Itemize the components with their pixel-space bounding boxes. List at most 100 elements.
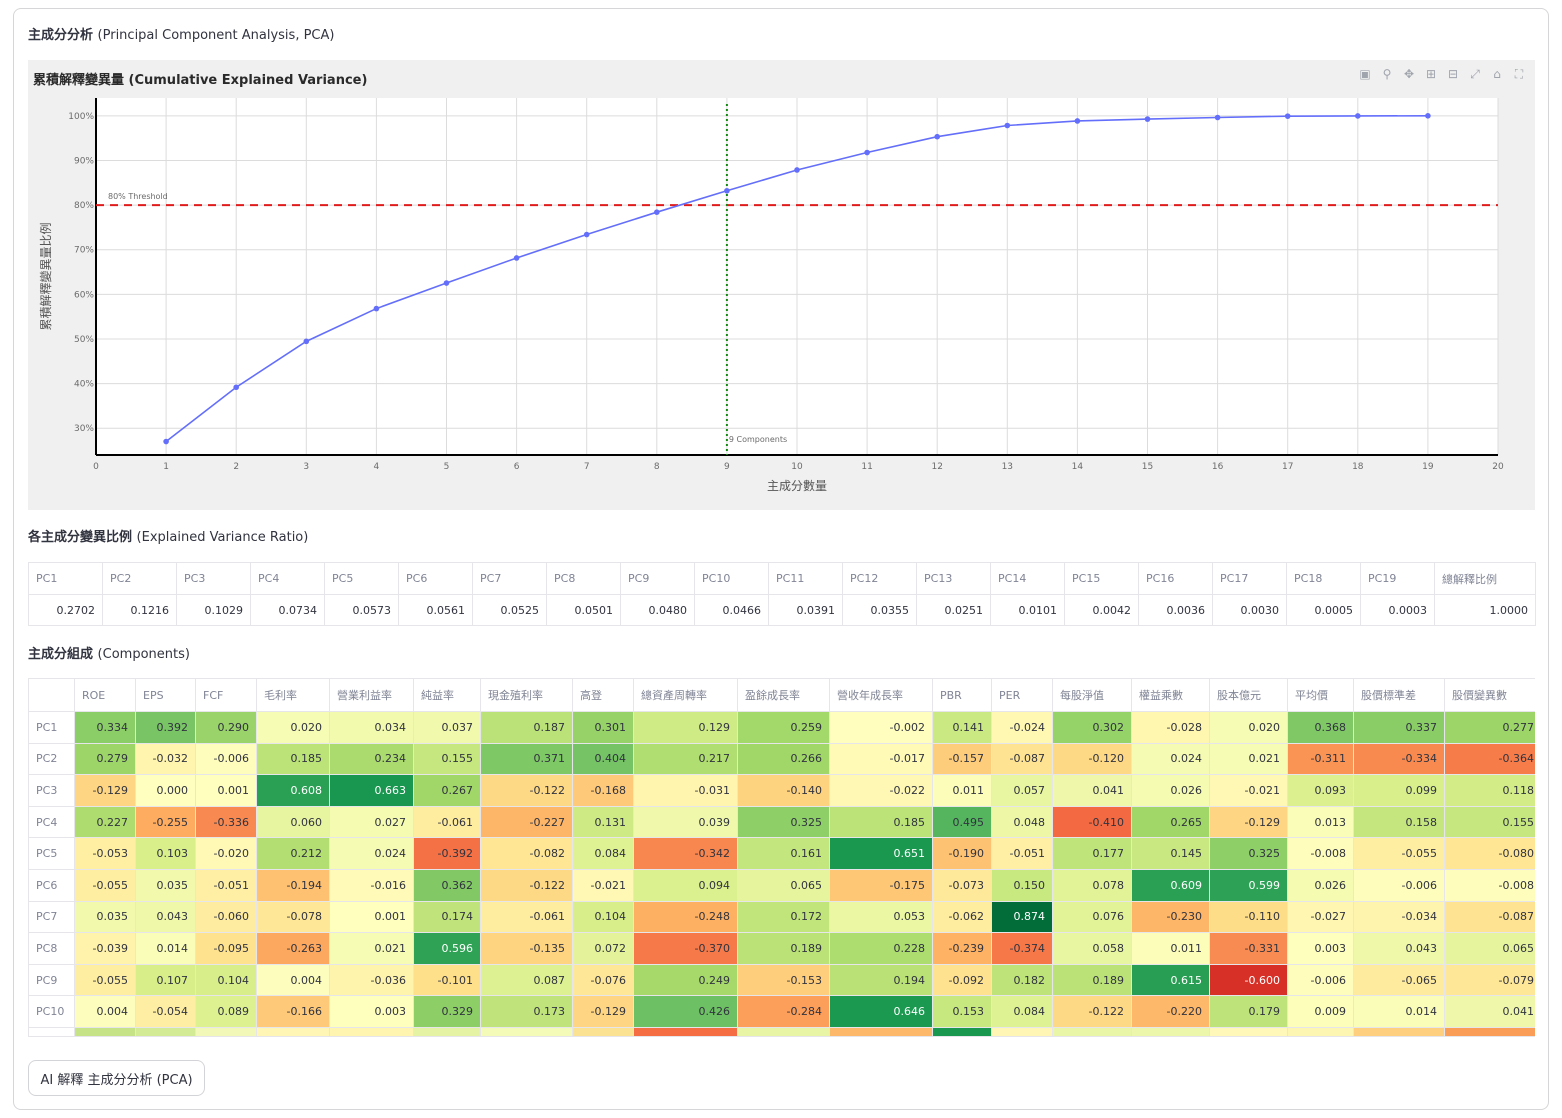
components-header-cell[interactable]: 股本億元 <box>1209 678 1288 712</box>
components-header-cell[interactable]: 高登 <box>572 678 634 712</box>
x-tick-label: 4 <box>374 462 380 472</box>
components-header-cell[interactable]: 平均價 <box>1287 678 1354 712</box>
components-header-cell[interactable]: PER <box>991 678 1053 712</box>
components-value-cell: 0.174 <box>413 900 481 934</box>
data-point <box>654 209 660 215</box>
components-value-cell: 0.874 <box>991 900 1053 934</box>
components-header-cell[interactable]: ROE <box>74 678 136 712</box>
evr-value-cell: 0.0355 <box>842 594 917 626</box>
components-value-cell: 0.093 <box>1287 774 1354 807</box>
components-value-cell: 0.599 <box>1209 868 1288 902</box>
evr-value-cell: 0.1216 <box>102 594 177 626</box>
components-value-cell: 0.194 <box>829 963 933 997</box>
data-point <box>1074 118 1081 124</box>
components-value-cell: -0.190 <box>932 837 992 870</box>
evr-header-cell[interactable]: PC13 <box>916 562 991 595</box>
evr-header-cell[interactable]: 總解釋比例 <box>1434 562 1536 595</box>
components-header-cell[interactable]: 每股淨值 <box>1052 678 1132 712</box>
evr-header-cell[interactable]: PC18 <box>1286 562 1361 595</box>
evr-value-cell: 0.0101 <box>990 594 1065 626</box>
components-row: PC2 0.279 -0.032 -0.006 0.185 0.234 0.155 0.371… <box>28 742 1535 776</box>
components-header-cell[interactable]: 股價標準差 <box>1353 678 1445 712</box>
evr-header-cell[interactable]: PC11 <box>768 562 843 595</box>
evr-header-cell[interactable]: PC2 <box>102 562 177 595</box>
components-value-cell: 0.301 <box>572 711 634 744</box>
components-header-cell[interactable]: 營業利益率 <box>329 678 414 712</box>
evr-header-cell[interactable]: PC17 <box>1212 562 1287 595</box>
evr-value-cell: 0.0561 <box>398 594 473 626</box>
evr-header-cell[interactable]: PC7 <box>472 562 547 595</box>
chart-plot-svg[interactable]: 0 1 2 3 4 5 6 7 8 9 10 11 12 13 14 15 16 17 18 19 2030%40%50… <box>28 60 1535 510</box>
components-value-cell: -0.110 <box>1209 900 1288 934</box>
evr-header-cell[interactable]: PC15 <box>1064 562 1139 595</box>
evr-header-cell[interactable]: PC4 <box>250 562 325 595</box>
zoom-out-icon[interactable]: ⊟ <box>1447 67 1459 81</box>
components-value-cell: 0.026 <box>1287 868 1354 902</box>
fullscreen-icon[interactable]: ⛶ <box>1514 67 1524 81</box>
components-value-cell: 0.013 <box>1287 805 1354 839</box>
components-header-cell[interactable]: 現金殖利率 <box>480 678 573 712</box>
evr-header-cell[interactable]: PC10 <box>694 562 769 595</box>
pan-icon[interactable]: ✥ <box>1403 67 1415 81</box>
evr-header-cell[interactable]: PC12 <box>842 562 917 595</box>
components-value-cell: -0.311 <box>1287 742 1354 776</box>
evr-header-cell[interactable]: PC16 <box>1138 562 1213 595</box>
components-header-cell[interactable]: 營收年成長率 <box>829 678 933 712</box>
data-point <box>864 149 870 156</box>
evr-header-cell[interactable]: PC14 <box>990 562 1065 595</box>
camera-icon[interactable]: ▣ <box>1359 67 1371 81</box>
components-row-label: PC9 <box>28 963 75 997</box>
zoom-icon[interactable]: ⚲ <box>1382 67 1392 81</box>
components-value-cell: -0.392 <box>413 837 481 870</box>
components-value-cell: 0.337 <box>1353 711 1445 744</box>
components-value-cell: 0.035 <box>74 900 136 934</box>
components-header-cell[interactable]: EPS <box>135 678 196 712</box>
components-row-label: PC3 <box>28 774 75 807</box>
components-value-cell: 0.646 <box>829 995 933 1028</box>
autoscale-icon[interactable]: ⤢ <box>1470 67 1480 81</box>
components-value-cell: -0.065 <box>1353 963 1445 997</box>
components-value-cell: 0.009 <box>1287 995 1354 1028</box>
components-header-cell[interactable]: 權益乘數 <box>1131 678 1210 712</box>
components-value-cell: -0.263 <box>256 932 330 965</box>
components-value-cell: -0.080 <box>1444 837 1535 870</box>
components-value-cell: 0.129 <box>633 711 738 744</box>
home-icon[interactable]: ⌂ <box>1493 67 1501 81</box>
evr-header-cell[interactable]: PC5 <box>324 562 399 595</box>
evr-header-cell[interactable]: PC8 <box>546 562 621 595</box>
components-value-cell <box>195 1026 257 1036</box>
zoom-in-icon[interactable]: ⊞ <box>1425 67 1437 81</box>
components-value-cell: 0.021 <box>329 932 414 965</box>
components-header-cell[interactable]: 盈餘成長率 <box>737 678 830 712</box>
components-value-cell: 0.099 <box>1353 774 1445 807</box>
components-value-cell: 0.615 <box>1131 963 1210 997</box>
components-value-cell: 0.596 <box>413 932 481 965</box>
components-value-cell: 0.014 <box>135 932 196 965</box>
components-header-cell[interactable]: FCF <box>195 678 257 712</box>
evr-header-cell[interactable]: PC9 <box>620 562 695 595</box>
components-table-scroll[interactable]: ROE EPS FCF 毛利率 營業利益率 純益率 現金殖利率 高登 總資產周轉率 盈餘成長率 營收… <box>28 678 1535 1037</box>
components-value-cell: 0.131 <box>572 805 634 839</box>
components-value-cell: 0.141 <box>932 711 992 744</box>
components-value-cell: -0.092 <box>932 963 992 997</box>
components-value-cell: 0.041 <box>1052 774 1132 807</box>
components-header-cell[interactable]: PBR <box>932 678 992 712</box>
components-value-cell: 0.024 <box>1131 742 1210 776</box>
evr-header-cell[interactable]: PC19 <box>1360 562 1435 595</box>
x-tick-label: 13 <box>1002 462 1013 472</box>
y-tick-label: 90% <box>74 156 94 166</box>
x-tick-label: 19 <box>1422 462 1434 472</box>
ai-explain-pca-button[interactable]: AI 解釋 主成分分析 (PCA) <box>28 1060 205 1096</box>
components-value-cell: 0.187 <box>480 711 573 744</box>
evr-header-cell[interactable]: PC3 <box>176 562 251 595</box>
components-header-cell[interactable]: 總資產周轉率 <box>633 678 738 712</box>
components-header-cell[interactable]: 毛利率 <box>256 678 330 712</box>
components-header-cell[interactable]: 股價變異數 <box>1444 678 1535 712</box>
components-value-cell: -0.060 <box>195 900 257 934</box>
evr-header-cell[interactable]: PC6 <box>398 562 473 595</box>
components-header-cell[interactable]: 純益率 <box>413 678 481 712</box>
components-row-label <box>28 1026 75 1036</box>
components-value-cell: 0.027 <box>329 805 414 839</box>
evr-header-cell[interactable]: PC1 <box>28 562 103 595</box>
data-point <box>1284 113 1291 119</box>
